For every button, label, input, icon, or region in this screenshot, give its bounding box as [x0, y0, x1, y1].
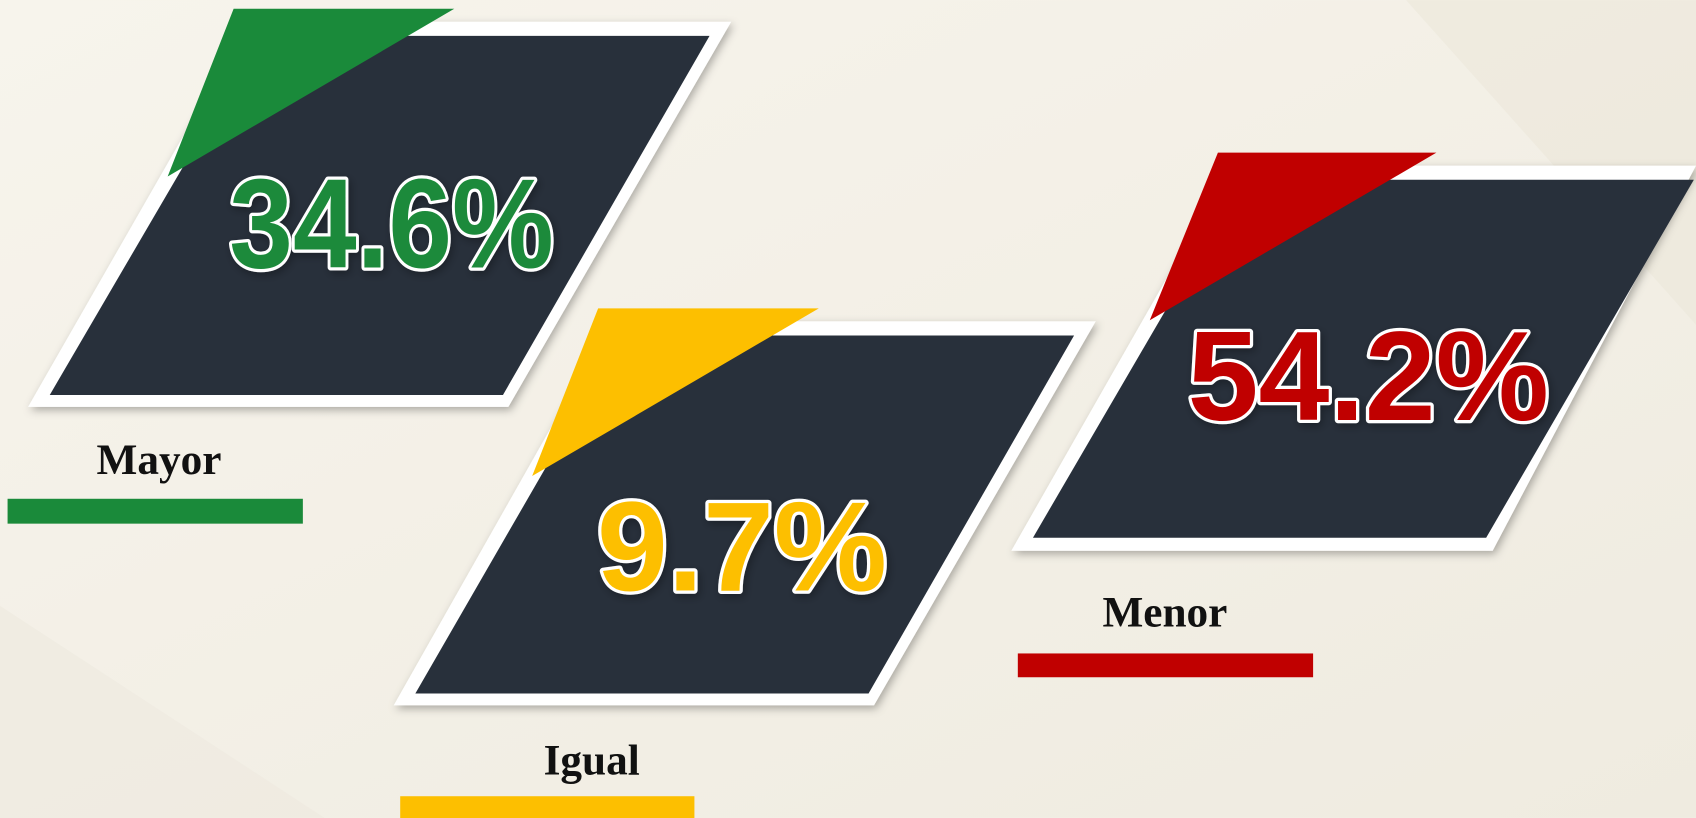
- card-value: 34.6%: [229, 152, 553, 295]
- label-bar: [7, 498, 303, 524]
- label-bar: [1017, 653, 1314, 678]
- card-accent: [1149, 152, 1437, 321]
- card-value: 9.7%: [597, 476, 887, 619]
- card-accent: [532, 308, 819, 477]
- card-label: Igual: [544, 737, 640, 785]
- card-value: 54.2%: [1188, 305, 1549, 448]
- bg-shape: [1406, 0, 1696, 325]
- label-bar: [400, 796, 695, 818]
- card-label: Menor: [1102, 588, 1227, 636]
- card-label: Mayor: [97, 436, 222, 484]
- bg-shape: [0, 605, 325, 818]
